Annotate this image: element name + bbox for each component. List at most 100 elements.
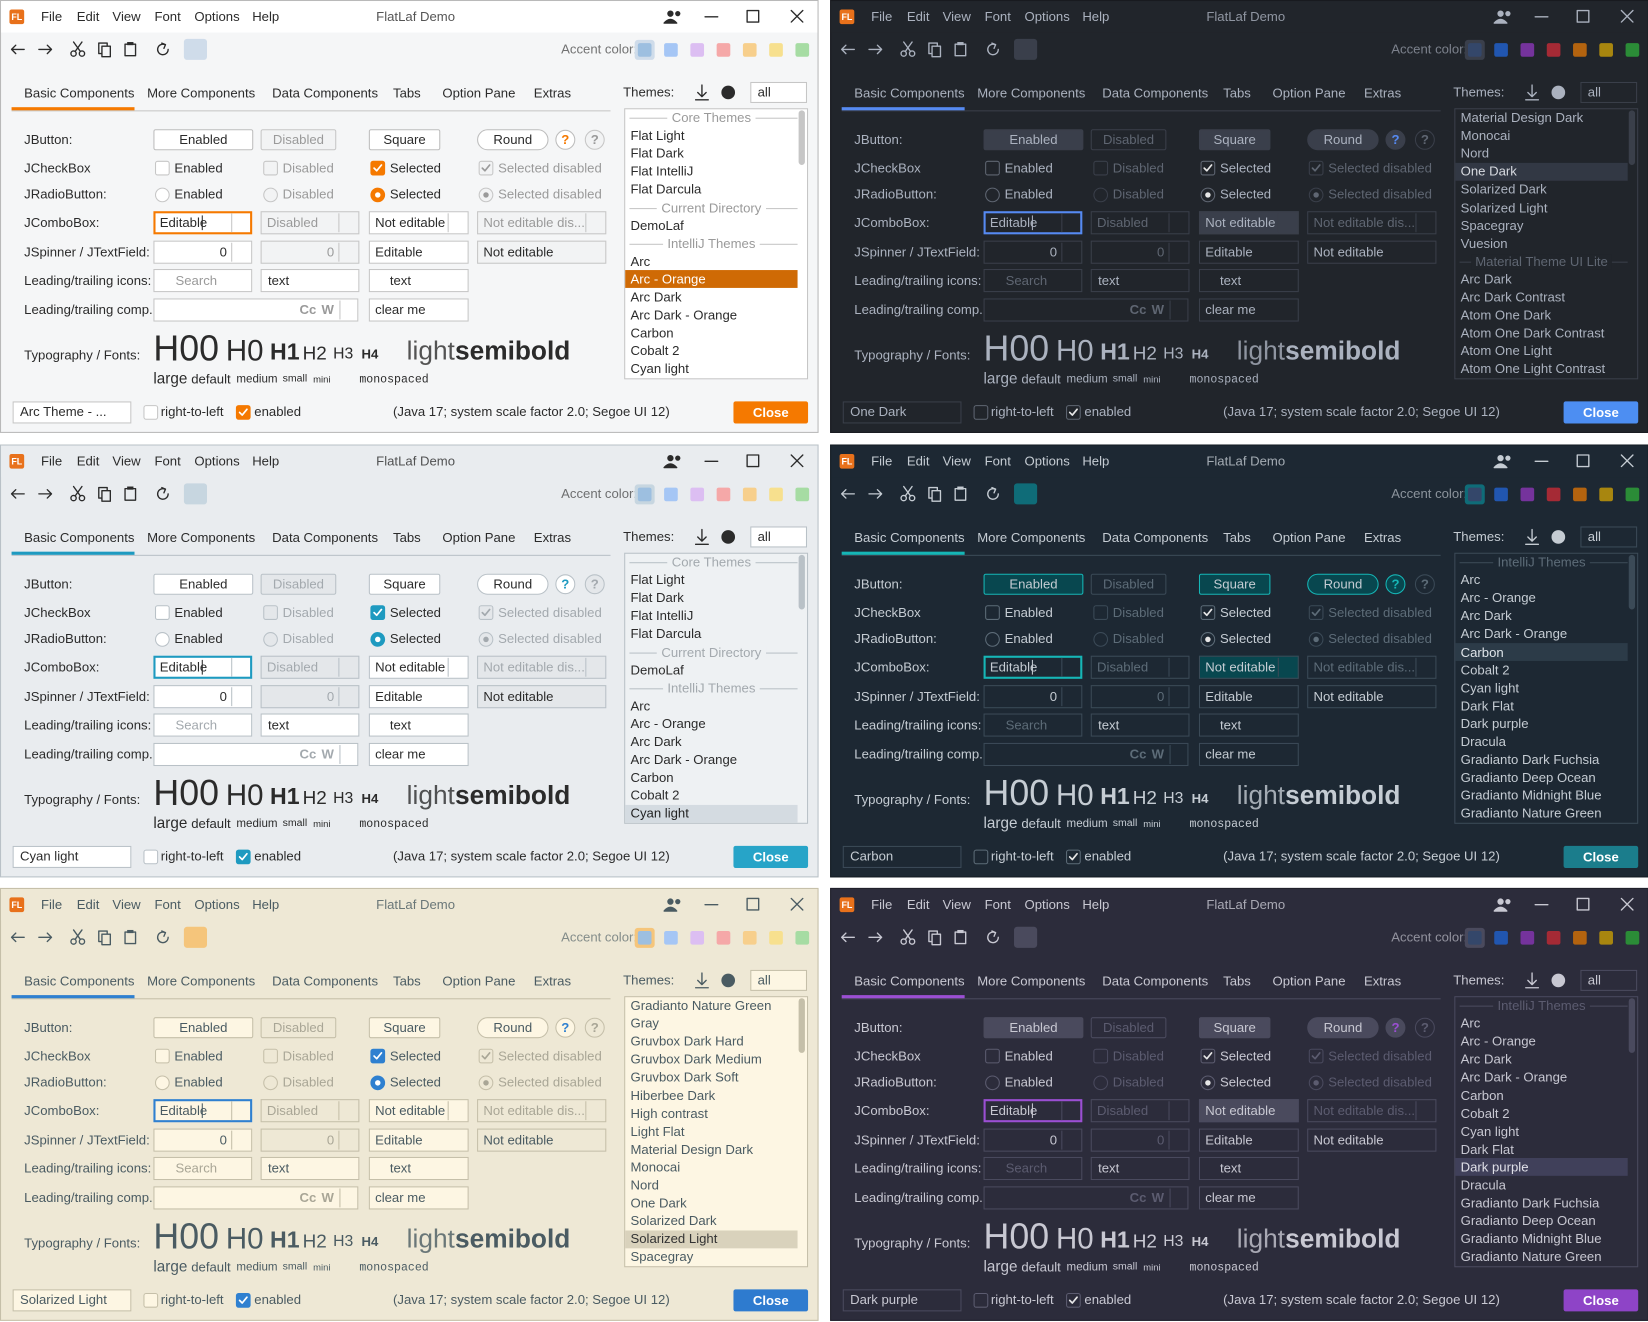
tab[interactable]: Tabs (392, 530, 421, 546)
theme-item[interactable]: Arc (1460, 572, 1481, 588)
theme-combo[interactable] (842, 845, 962, 868)
tab[interactable]: Option Pane (442, 530, 516, 546)
theme-item[interactable]: Cyan light (630, 361, 689, 377)
radio-label[interactable]: Enabled (1004, 631, 1053, 647)
checkbox-label[interactable]: Selected (1219, 160, 1272, 176)
theme-combo[interactable] (12, 1289, 132, 1312)
menu-item[interactable]: Edit (76, 453, 100, 469)
theme-item[interactable]: Material Design Dark (630, 1142, 754, 1157)
tab[interactable]: More Components (977, 530, 1086, 546)
rtl-label[interactable]: right-to-left (160, 1292, 224, 1308)
theme-item[interactable]: DemoLaf (630, 662, 684, 678)
comp-field[interactable] (983, 1186, 1189, 1210)
text-field[interactable] (368, 685, 469, 709)
menu-item[interactable]: Font (984, 453, 1011, 469)
theme-item[interactable]: Flat Darcula (630, 626, 702, 642)
comp-toggle[interactable]: W (1151, 747, 1165, 762)
accent-swatch[interactable] (1599, 43, 1613, 57)
accent-swatch[interactable] (637, 43, 652, 57)
theme-item[interactable]: Solarized Dark (630, 1213, 717, 1229)
tab[interactable]: Extras (533, 530, 572, 546)
radio-label[interactable]: Selected (389, 187, 441, 202)
accent-swatch[interactable] (1546, 487, 1561, 502)
theme-item[interactable]: Monocai (630, 1159, 681, 1175)
accent-swatch[interactable] (742, 43, 757, 57)
theme-item[interactable]: Carbon (1460, 644, 1504, 660)
checkbox-label[interactable]: Enabled (174, 1048, 223, 1064)
theme-item[interactable]: Gradianto Deep Ocean (1460, 770, 1596, 786)
accent-swatch[interactable] (637, 931, 652, 945)
help-mark[interactable]: ? (1391, 576, 1400, 592)
tab[interactable]: Basic Components (24, 974, 135, 989)
button[interactable]: Enabled (983, 573, 1084, 595)
checkbox-label[interactable]: Selected (389, 160, 441, 176)
theme-item[interactable]: Light Flat (630, 1124, 685, 1139)
theme-item[interactable]: Atom One Dark Contrast (1460, 325, 1605, 341)
menu-item[interactable]: File (871, 9, 893, 25)
checkbox-label[interactable]: Selected (389, 1048, 441, 1064)
comp-toggle[interactable]: W (321, 1190, 334, 1206)
accent-swatch[interactable] (664, 43, 678, 57)
tab[interactable]: Data Components (272, 974, 379, 989)
accent-swatch[interactable] (795, 43, 810, 57)
clear-field[interactable] (368, 298, 469, 322)
theme-item[interactable]: Dark Flat (1460, 1142, 1514, 1157)
accent-swatch[interactable] (795, 487, 810, 502)
comp-toggle[interactable]: Cc (299, 302, 317, 318)
theme-item[interactable]: Solarized Light (630, 1231, 718, 1247)
checkbox-label[interactable]: Enabled (1004, 1048, 1053, 1064)
comp-field[interactable] (153, 742, 359, 767)
menu-item[interactable]: View (112, 897, 141, 913)
theme-item[interactable]: Arc Dark (630, 290, 682, 305)
tab[interactable]: Data Components (272, 530, 379, 546)
radio-label[interactable]: Selected (1219, 1074, 1272, 1090)
theme-item[interactable]: Solarized Light (1460, 200, 1548, 215)
comp-field[interactable] (983, 742, 1189, 767)
button[interactable]: Enabled (153, 573, 254, 595)
comp-field[interactable] (153, 298, 359, 322)
accent-swatch[interactable] (1520, 931, 1535, 945)
theme-item[interactable]: Solarized Dark (1460, 182, 1547, 197)
tab[interactable]: Option Pane (442, 974, 516, 989)
menu-item[interactable]: Font (984, 9, 1011, 25)
tab[interactable]: Extras (1363, 530, 1402, 546)
button[interactable]: Square (1198, 573, 1271, 595)
comp-toggle[interactable]: Cc (299, 747, 317, 762)
rtl-label[interactable]: right-to-left (160, 404, 224, 420)
menu-item[interactable]: Help (252, 9, 280, 25)
icon-field[interactable] (153, 1156, 253, 1181)
menu-item[interactable]: View (942, 9, 971, 25)
combo-box[interactable] (368, 1099, 469, 1123)
spinner[interactable] (153, 1128, 253, 1152)
accent-swatch[interactable] (1599, 487, 1613, 502)
theme-item[interactable]: Cyan light (630, 806, 689, 822)
clear-field[interactable] (368, 1186, 469, 1210)
close-button[interactable]: Close (1563, 845, 1639, 868)
accent-swatch[interactable] (1520, 487, 1535, 502)
rtl-label[interactable]: right-to-left (990, 849, 1054, 864)
spinner[interactable] (153, 685, 253, 709)
comp-toggle[interactable]: Cc (299, 1190, 317, 1206)
menu-item[interactable]: File (40, 9, 63, 25)
enabled-label[interactable]: enabled (254, 404, 302, 420)
menu-item[interactable]: Edit (76, 897, 100, 913)
icon-field[interactable] (1198, 1156, 1299, 1181)
close-button[interactable]: Close (1563, 1289, 1639, 1312)
clear-field[interactable] (368, 742, 469, 767)
theme-item[interactable]: Monocai (1460, 128, 1511, 144)
menu-item[interactable]: View (112, 9, 141, 25)
button[interactable]: Square (368, 129, 441, 151)
enabled-label[interactable]: enabled (1084, 1292, 1132, 1308)
theme-item[interactable]: Flat IntelliJ (630, 608, 694, 624)
enabled-label[interactable]: enabled (1084, 849, 1132, 864)
tab[interactable]: More Components (147, 530, 256, 546)
menu-item[interactable]: Font (154, 9, 181, 25)
accent-swatch[interactable] (1546, 43, 1561, 57)
accent-swatch[interactable] (1546, 931, 1561, 945)
comp-toggle[interactable]: W (1151, 1190, 1165, 1206)
theme-item[interactable]: Spacegray (1460, 218, 1524, 233)
menu-item[interactable]: Font (154, 453, 181, 469)
menu-item[interactable]: Edit (906, 9, 930, 25)
accent-swatch[interactable] (1467, 487, 1482, 502)
accent-swatch[interactable] (1467, 931, 1482, 945)
